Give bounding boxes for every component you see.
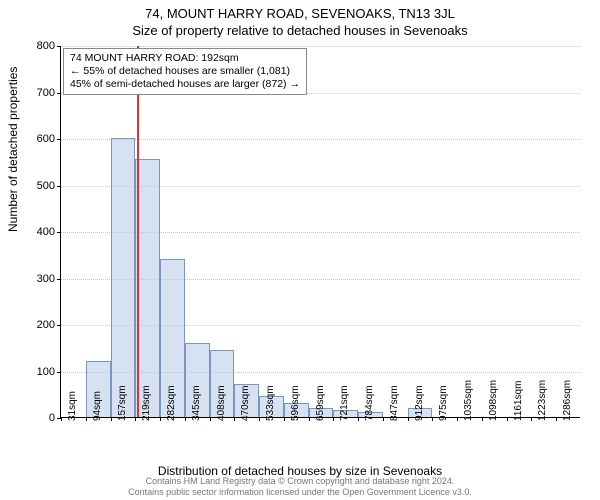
xtick-label: 345sqm (191, 385, 202, 421)
reference-line (137, 46, 139, 417)
xtick-label: 1098sqm (488, 380, 499, 421)
plot-area: 010020030040050060070080031sqm94sqm157sq… (60, 46, 580, 418)
xtick-mark (457, 417, 458, 421)
xtick-mark (61, 417, 62, 421)
ytick-label: 500 (37, 180, 61, 192)
xtick-label: 975sqm (438, 385, 449, 421)
xtick-mark (482, 417, 483, 421)
xtick-mark (259, 417, 260, 421)
xtick-mark (135, 417, 136, 421)
ytick-label: 200 (37, 319, 61, 331)
xtick-label: 31sqm (67, 391, 78, 421)
annotation-line1: 74 MOUNT HARRY ROAD: 192sqm (70, 52, 300, 65)
xtick-label: 94sqm (92, 391, 103, 421)
footer-line1: Contains HM Land Registry data © Crown c… (0, 476, 600, 487)
xtick-label: 659sqm (315, 385, 326, 421)
xtick-label: 596sqm (290, 385, 301, 421)
ytick-label: 700 (37, 87, 61, 99)
xtick-mark (309, 417, 310, 421)
xtick-mark (185, 417, 186, 421)
annotation-box: 74 MOUNT HARRY ROAD: 192sqm← 55% of deta… (63, 48, 307, 95)
ytick-label: 800 (37, 40, 61, 52)
xtick-mark (284, 417, 285, 421)
xtick-mark (86, 417, 87, 421)
xtick-mark (383, 417, 384, 421)
xtick-label: 1286sqm (562, 380, 573, 421)
ytick-label: 600 (37, 133, 61, 145)
ytick-label: 100 (37, 366, 61, 378)
xtick-mark (531, 417, 532, 421)
xtick-label: 912sqm (414, 385, 425, 421)
xtick-mark (160, 417, 161, 421)
xtick-mark (432, 417, 433, 421)
xtick-label: 1223sqm (537, 380, 548, 421)
xtick-label: 408sqm (216, 385, 227, 421)
footer-attribution: Contains HM Land Registry data © Crown c… (0, 476, 600, 498)
ytick-label: 400 (37, 226, 61, 238)
annotation-line3: 45% of semi-detached houses are larger (… (70, 78, 300, 91)
histogram-bar (111, 138, 136, 417)
xtick-mark (556, 417, 557, 421)
xtick-label: 470sqm (240, 385, 251, 421)
annotation-line2: ← 55% of detached houses are smaller (1,… (70, 65, 300, 78)
xtick-mark (408, 417, 409, 421)
ytick-label: 300 (37, 273, 61, 285)
histogram-bar (135, 159, 160, 417)
xtick-mark (234, 417, 235, 421)
xtick-mark (333, 417, 334, 421)
page-title-line1: 74, MOUNT HARRY ROAD, SEVENOAKS, TN13 3J… (0, 0, 600, 21)
xtick-mark (210, 417, 211, 421)
xtick-mark (507, 417, 508, 421)
page-title-line2: Size of property relative to detached ho… (0, 21, 600, 38)
xtick-label: 533sqm (265, 385, 276, 421)
chart-area: 010020030040050060070080031sqm94sqm157sq… (60, 46, 580, 418)
y-axis-label: Number of detached properties (6, 67, 20, 232)
ytick-label: 0 (49, 412, 61, 424)
xtick-mark (111, 417, 112, 421)
xtick-label: 157sqm (117, 385, 128, 421)
xtick-mark (358, 417, 359, 421)
xtick-label: 219sqm (141, 385, 152, 421)
xtick-label: 784sqm (364, 385, 375, 421)
xtick-label: 1161sqm (513, 381, 524, 421)
xtick-label: 721sqm (339, 385, 350, 421)
xtick-label: 1035sqm (463, 380, 474, 421)
footer-line2: Contains public sector information licen… (0, 487, 600, 498)
xtick-label: 847sqm (389, 385, 400, 421)
xtick-label: 282sqm (166, 385, 177, 421)
